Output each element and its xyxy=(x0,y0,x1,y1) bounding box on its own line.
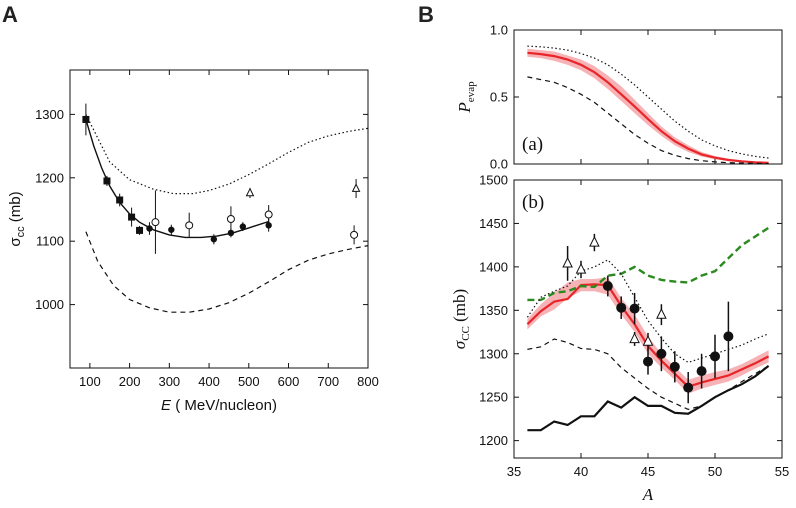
data-point xyxy=(146,225,153,232)
y-tick-label: 1200 xyxy=(35,170,64,185)
x-tick-label: 45 xyxy=(641,464,655,479)
y-axis-sub: CC xyxy=(460,326,472,341)
curve-solid-red xyxy=(527,51,769,164)
data-point xyxy=(265,222,272,229)
x-tick-label: 55 xyxy=(775,464,789,479)
curve-dotted xyxy=(85,114,369,195)
x-axis-var: E xyxy=(161,397,172,414)
data-point xyxy=(723,331,734,342)
data-point xyxy=(562,256,573,268)
data-point xyxy=(227,229,235,237)
data-point xyxy=(351,183,361,192)
y-tick-label: 1400 xyxy=(479,259,508,274)
y-tick-label: 1300 xyxy=(479,346,508,361)
x-tick-label: 40 xyxy=(574,464,588,479)
x-axis-title-b: A xyxy=(642,485,654,504)
data-point xyxy=(616,302,627,313)
y-tick-label: 1350 xyxy=(479,303,508,318)
curve-solid xyxy=(85,119,269,239)
x-tick-label: 800 xyxy=(357,374,379,389)
data-point xyxy=(116,196,124,204)
y-tick-label: 1300 xyxy=(35,107,64,122)
data-point xyxy=(683,382,694,393)
data-point xyxy=(642,335,654,346)
y-tick-label: 1.0 xyxy=(490,23,508,38)
data-point xyxy=(239,223,247,230)
y-axis-sub: evap xyxy=(465,81,477,102)
y-axis-var: σ xyxy=(450,340,469,349)
plot-frame-b-a xyxy=(513,29,783,165)
sublabel-b: (b) xyxy=(522,192,544,213)
y-axis-unit: (mb) xyxy=(7,191,24,226)
data-point xyxy=(656,348,667,359)
data-point xyxy=(136,226,144,234)
data-point xyxy=(575,262,587,274)
data-point xyxy=(128,213,136,221)
x-tick-label: 300 xyxy=(158,374,180,389)
curve-dotted xyxy=(527,45,769,159)
x-tick-label: 700 xyxy=(317,374,339,389)
x-tick-label: 600 xyxy=(278,374,300,389)
data-point xyxy=(226,215,235,223)
y-axis-title-b-a: Pevap xyxy=(455,81,477,114)
uncertainty-band xyxy=(527,48,769,164)
y-tick-label: 1000 xyxy=(35,297,64,312)
panel-letter-b: B xyxy=(418,2,434,27)
curve-dashed xyxy=(85,231,369,313)
y-axis-sub: cc xyxy=(15,226,27,238)
panel-letter-a: A xyxy=(2,2,18,27)
curve-solid-black xyxy=(527,365,770,432)
x-tick-label: 100 xyxy=(79,374,101,389)
y-tick-label: 1250 xyxy=(479,390,508,405)
y-tick-label: 0.0 xyxy=(490,157,508,172)
data-point xyxy=(643,356,653,367)
data-point xyxy=(710,351,720,362)
data-point xyxy=(656,308,667,319)
curve-dashed-green xyxy=(527,226,770,302)
x-axis-unit: ( MeV/nucleon) xyxy=(171,397,277,414)
y-tick-label: 1450 xyxy=(479,216,508,231)
chart-b-a: 0.0 0.5 1.0 (a) Pevap xyxy=(455,23,783,172)
x-axis-title: E ( MeV/nucleon) xyxy=(161,397,277,414)
data-point xyxy=(82,115,90,123)
x-tick-label: 200 xyxy=(119,374,141,389)
plot-frame-a xyxy=(69,69,369,369)
y-axis-var: P xyxy=(455,102,474,113)
y-axis-unit: (mb) xyxy=(450,289,469,326)
data-point xyxy=(629,332,640,344)
y-axis-title: σcc (mb) xyxy=(7,191,27,246)
y-axis-sigma: σ xyxy=(7,237,24,247)
data-point xyxy=(103,177,111,185)
chart-b-b: 1200 1250 1300 1350 1400 1450 1500 35 40 45 50 55 (b… xyxy=(450,173,789,505)
x-tick-label: 50 xyxy=(708,464,722,479)
data-point xyxy=(629,303,640,314)
sublabel-a: (a) xyxy=(522,134,543,155)
data-point xyxy=(245,187,255,197)
data-point xyxy=(696,366,707,377)
y-axis-title-b-b: σCC (mb) xyxy=(450,289,472,349)
data-point xyxy=(350,230,359,239)
data-point xyxy=(151,218,160,227)
data-point xyxy=(210,236,218,243)
y-tick-label: 1200 xyxy=(479,433,508,448)
x-tick-label: 400 xyxy=(198,374,220,389)
plot-frame-b-b xyxy=(513,179,783,459)
data-point xyxy=(669,361,680,372)
curve-dashed xyxy=(527,76,769,165)
data-point xyxy=(168,226,175,233)
y-tick-label: 1500 xyxy=(479,173,508,188)
y-tick-label: 1100 xyxy=(36,234,64,249)
y-tick-label: 0.5 xyxy=(490,90,508,105)
data-point xyxy=(589,236,600,247)
x-tick-label: 35 xyxy=(507,464,521,479)
data-point xyxy=(185,221,194,230)
x-tick-label: 500 xyxy=(238,374,260,389)
data-point xyxy=(264,210,273,219)
chart-a: 1000 1100 1200 1300 100 200 300 400 500 600 700 800… xyxy=(7,69,379,414)
data-point xyxy=(602,280,613,291)
